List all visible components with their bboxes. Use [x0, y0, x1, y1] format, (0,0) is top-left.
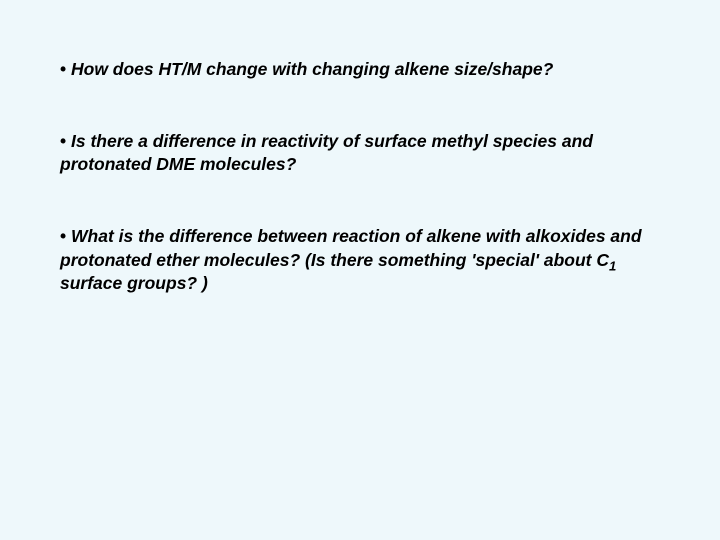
bullet-item-1: • How does HT/M change with changing alk… [60, 58, 660, 82]
bullet-text-b: surface groups? ) [60, 273, 208, 293]
bullet-item-2: • Is there a difference in reactivity of… [60, 130, 660, 177]
bullet-text: How does HT/M change with changing alken… [66, 59, 553, 79]
subscript: 1 [609, 258, 616, 273]
bullet-text: Is there a difference in reactivity of s… [60, 131, 593, 175]
bullet-item-3: • What is the difference between reactio… [60, 225, 660, 296]
bullet-text-a: What is the difference between reaction … [60, 226, 642, 270]
